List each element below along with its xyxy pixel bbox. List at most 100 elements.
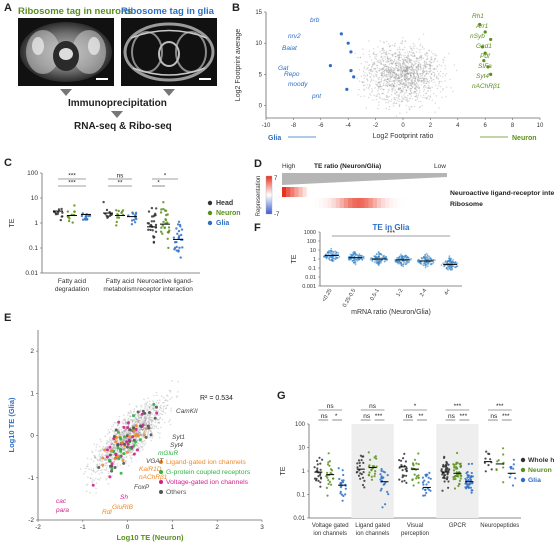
data-point (387, 71, 389, 74)
heatmap-cell (360, 187, 365, 197)
data-point (399, 83, 402, 85)
category-point (108, 475, 112, 479)
data-point (385, 51, 388, 54)
data-point (382, 89, 384, 91)
neuron-brain-svg (20, 22, 112, 82)
data-point (328, 249, 330, 252)
data-point (126, 429, 128, 431)
data-point (401, 257, 404, 259)
x-tick-label: 0.5-1 (369, 288, 380, 302)
data-point (398, 76, 400, 79)
data-point (432, 71, 434, 73)
data-point (489, 458, 492, 461)
data-point (407, 51, 409, 53)
data-point (376, 64, 378, 67)
data-point (137, 420, 140, 422)
data-point (405, 68, 408, 70)
data-point (414, 78, 417, 80)
data-point (399, 71, 402, 73)
data-point (146, 417, 148, 419)
data-point (445, 462, 449, 465)
data-point (404, 460, 407, 463)
data-point (167, 395, 169, 397)
data-point (94, 455, 97, 457)
data-point (124, 428, 127, 431)
data-point (416, 72, 418, 75)
y-tick-label: 1 (30, 390, 34, 397)
data-point (139, 444, 141, 446)
data-point (158, 418, 160, 421)
data-point (387, 58, 389, 60)
data-point (386, 78, 389, 80)
data-point (458, 483, 461, 486)
data-point (128, 449, 131, 452)
glia-gene-label: Gat (278, 65, 290, 72)
data-point (403, 72, 406, 74)
data-point (431, 262, 434, 265)
data-point (403, 70, 406, 72)
data-point (404, 92, 406, 95)
data-point (437, 60, 439, 62)
data-point (407, 83, 410, 85)
data-point (418, 56, 421, 58)
data-point (386, 57, 389, 60)
neuron-gene-label: Pdf (480, 53, 491, 60)
data-point (157, 414, 159, 416)
data-point (124, 422, 127, 425)
data-point (457, 484, 460, 488)
data-point (146, 401, 149, 403)
data-point (410, 83, 412, 85)
data-point (417, 64, 419, 67)
data-point (165, 399, 168, 402)
data-point (410, 47, 412, 49)
data-point (398, 98, 401, 101)
data-point (100, 449, 102, 451)
data-point (416, 66, 418, 68)
data-point (392, 62, 394, 64)
data-point (402, 55, 404, 57)
data-point (403, 70, 405, 72)
heatmap-cell (438, 187, 444, 197)
data-point (424, 261, 426, 264)
data-point (414, 95, 416, 98)
data-point (149, 436, 151, 439)
data-point (137, 419, 140, 421)
data-point (421, 79, 423, 82)
data-point (412, 73, 415, 76)
data-point (381, 256, 384, 259)
data-point (114, 447, 117, 449)
data-point (388, 71, 391, 73)
data-point (424, 74, 426, 77)
data-point (441, 96, 443, 99)
data-point (130, 433, 132, 436)
data-point (394, 88, 397, 91)
data-point (132, 418, 134, 421)
data-point (433, 71, 435, 74)
data-point (400, 73, 403, 76)
x-tick-label: -10 (262, 123, 271, 129)
data-point (387, 81, 389, 84)
data-point (111, 457, 113, 460)
data-point (414, 80, 416, 82)
data-point (417, 93, 419, 95)
data-point (150, 419, 152, 422)
data-point (386, 70, 388, 72)
data-point (387, 81, 389, 83)
data-point (424, 54, 426, 56)
data-point (93, 443, 96, 446)
data-point (399, 88, 401, 90)
data-point (417, 74, 419, 77)
data-point (54, 213, 58, 216)
data-point (140, 406, 143, 408)
data-point (432, 61, 434, 63)
data-point (379, 489, 382, 492)
data-point (92, 469, 94, 472)
data-point (393, 98, 395, 101)
data-point (502, 461, 505, 464)
data-point (386, 85, 389, 88)
low-label: Low (434, 163, 446, 170)
data-point (377, 82, 380, 84)
data-point (396, 64, 398, 66)
data-point (374, 87, 376, 89)
data-point (402, 97, 404, 100)
